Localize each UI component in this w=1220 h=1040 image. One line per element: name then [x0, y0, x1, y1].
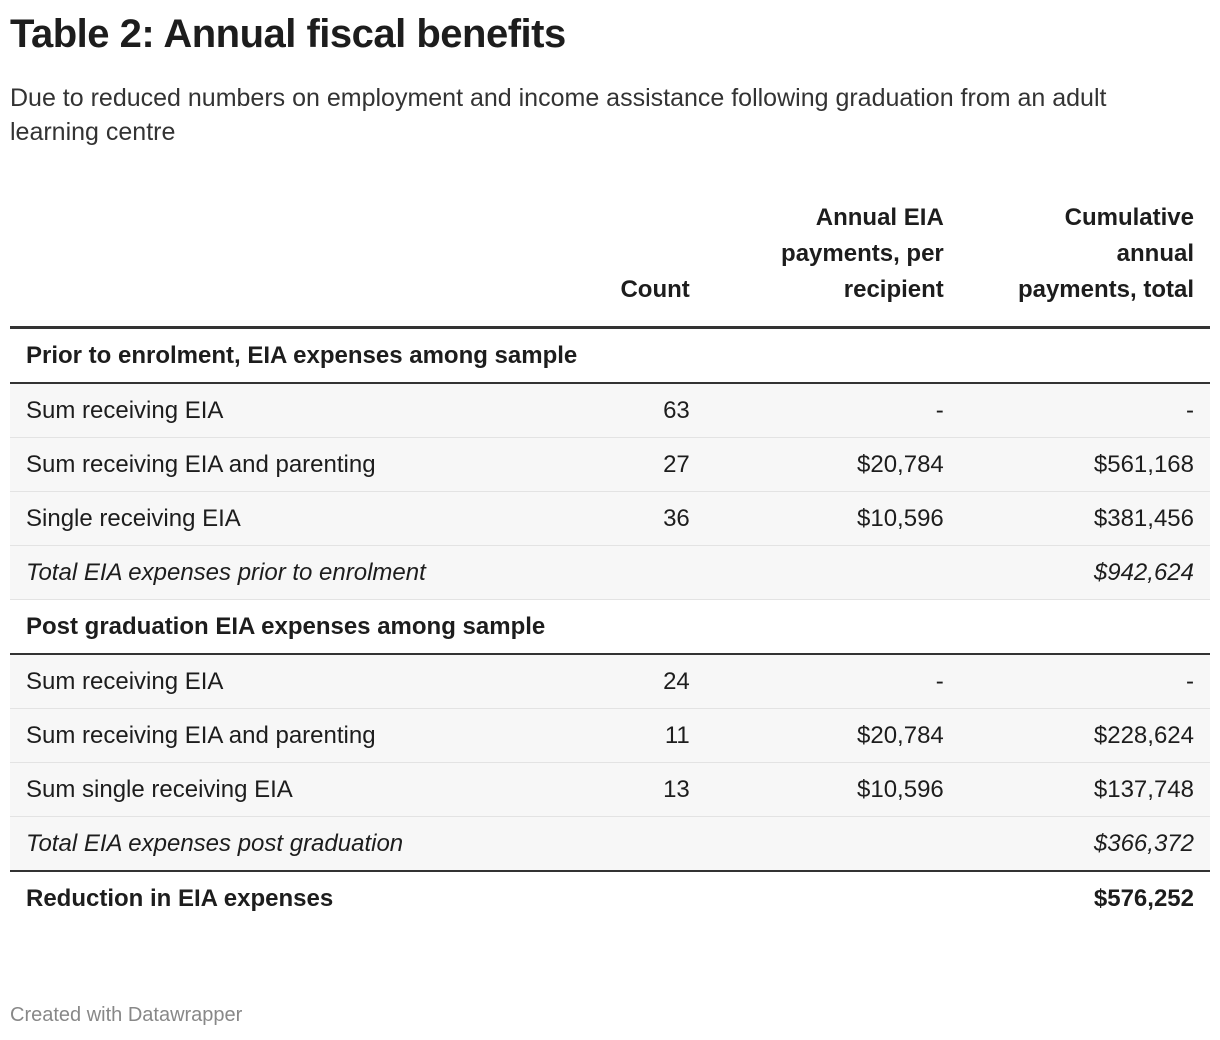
header-text: Cumulative annual payments, total [1017, 204, 1194, 303]
row-label: Sum receiving EIA and parenting [10, 437, 442, 492]
table-row: Sum receiving EIA and parenting 27 $20,784… [10, 437, 1210, 492]
count-cell: 63 [441, 383, 706, 438]
table-row: Sum receiving EIA and parenting 11 $20,784… [10, 708, 1210, 763]
per-recipient-cell: $20,784 [705, 708, 960, 763]
count-cell [441, 545, 706, 600]
cumulative-cell: $137,748 [959, 762, 1210, 817]
table-row: Sum receiving EIA 24- - [10, 654, 1210, 709]
cumulative-cell: $561,168 [959, 437, 1210, 492]
column-header-count: Count [441, 200, 706, 329]
cumulative-cell: $366,372 [959, 816, 1210, 872]
header-text: Annual EIA payments, per recipient [781, 204, 944, 303]
cumulative-cell: - [959, 383, 1210, 438]
cumulative-cell: $576,252 [959, 871, 1210, 925]
table-subtitle: Due to reduced numbers on employment and… [10, 84, 1107, 146]
per-recipient-cell: $10,596 [705, 762, 960, 817]
table-row: Single receiving EIA 36 $10,596 $381,456 [10, 491, 1210, 546]
per-recipient-cell [705, 871, 960, 925]
row-label: Sum receiving EIA [10, 383, 442, 438]
table-row: Sum single receiving EIA 13 $10,596 $137,74… [10, 762, 1210, 817]
section-title: Prior to enrolment, EIA expenses among s… [10, 327, 1210, 384]
count-cell [441, 871, 706, 925]
per-recipient-cell [705, 816, 960, 872]
column-header-annual-payments: Annual EIA payments, per recipient [705, 200, 960, 329]
per-recipient-cell: - [705, 383, 960, 438]
column-header-cumulative-payments: Cumulative annual payments, total [959, 200, 1210, 329]
table-title: Table 2: Annual fiscal benefits [10, 12, 566, 56]
total-row: Total EIA expenses post graduation $366,3… [10, 816, 1210, 872]
count-cell [441, 816, 706, 872]
cumulative-cell: $228,624 [959, 708, 1210, 763]
row-label: Sum single receiving EIA [10, 762, 442, 817]
table-row: Sum receiving EIA 63- - [10, 383, 1210, 438]
count-cell: 24 [441, 654, 706, 709]
count-cell: 36 [441, 491, 706, 546]
total-row: Total EIA expenses prior to enrolment $94… [10, 545, 1210, 600]
section-header-row: Post graduation EIA expenses among sampl… [10, 599, 1210, 655]
row-label: Reduction in EIA expenses [10, 871, 442, 925]
per-recipient-cell: $20,784 [705, 437, 960, 492]
section-title: Post graduation EIA expenses among sampl… [10, 599, 1210, 655]
row-label: Sum receiving EIA and parenting [10, 708, 442, 763]
section-header-row: Prior to enrolment, EIA expenses among s… [10, 327, 1210, 384]
grand-total-row: Reduction in EIA expenses $576,252 [10, 871, 1210, 925]
column-header-label [10, 200, 442, 329]
count-cell: 13 [441, 762, 706, 817]
cumulative-cell: - [959, 654, 1210, 709]
row-label: Single receiving EIA [10, 491, 442, 546]
per-recipient-cell: $10,596 [705, 491, 960, 546]
count-cell: 27 [441, 437, 706, 492]
row-label: Total EIA expenses post graduation [10, 816, 442, 872]
cumulative-cell: $942,624 [959, 545, 1210, 600]
row-label: Total EIA expenses prior to enrolment [10, 545, 442, 600]
per-recipient-cell [705, 545, 960, 600]
fiscal-benefits-table: Count Annual EIA payments, per recipient… [10, 200, 1210, 925]
count-cell: 11 [441, 708, 706, 763]
row-label: Sum receiving EIA [10, 654, 442, 709]
cumulative-cell: $381,456 [959, 491, 1210, 546]
datawrapper-credit: Created with Datawrapper [10, 1004, 243, 1026]
header-row: Count Annual EIA payments, per recipient… [10, 200, 1210, 329]
per-recipient-cell: - [705, 654, 960, 709]
